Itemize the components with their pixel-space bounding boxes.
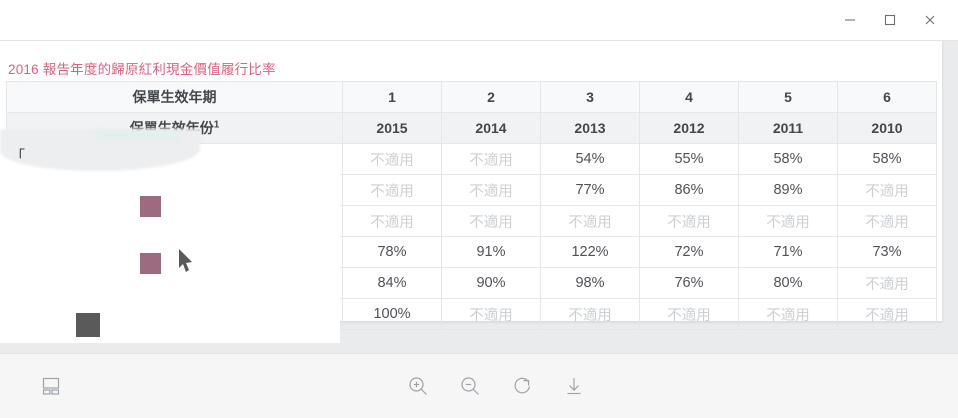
cell-value: 91% <box>441 236 541 268</box>
viewer-toolbar <box>0 353 958 418</box>
zoom-in-icon[interactable] <box>405 373 431 399</box>
table-row: 84% 90% 98% 76% 80% 不適用 <box>6 267 937 299</box>
cell-value: 55% <box>639 143 739 175</box>
table-row: 不適用 不適用 54% 55% 58% 58% <box>6 143 937 175</box>
cell-value: 84% <box>342 267 442 299</box>
header-year-2: 2014 <box>441 112 541 144</box>
thumbnail-panel-icon[interactable] <box>38 373 64 399</box>
header-index-5: 5 <box>738 81 838 113</box>
cell-value: 不適用 <box>837 174 937 206</box>
header-year-6: 2010 <box>837 112 937 144</box>
header-year-1: 2015 <box>342 112 442 144</box>
row-label <box>6 143 343 175</box>
cell-value: 不適用 <box>639 205 739 237</box>
header-year-4: 2012 <box>639 112 739 144</box>
cell-value: 不適用 <box>342 205 442 237</box>
cell-value: 不適用 <box>441 143 541 175</box>
cell-value: 72% <box>639 236 739 268</box>
table-row: 100% 不適用 不適用 不適用 不適用 不適用 <box>6 298 937 330</box>
table-row: 78% 91% 122% 72% 71% 73% <box>6 236 937 268</box>
cell-value: 不適用 <box>837 205 937 237</box>
cell-value: 不適用 <box>342 174 442 206</box>
cell-value: 不適用 <box>540 205 640 237</box>
header-year-5: 2011 <box>738 112 838 144</box>
cell-value: 78% <box>342 236 442 268</box>
cell-value: 90% <box>441 267 541 299</box>
cell-value: 不適用 <box>441 205 541 237</box>
download-icon[interactable] <box>561 373 587 399</box>
cell-value: 不適用 <box>441 174 541 206</box>
toolbar-center-group <box>405 373 587 399</box>
cell-value: 71% <box>738 236 838 268</box>
toolbar-left-group <box>38 373 64 399</box>
cell-value: 不適用 <box>738 205 838 237</box>
cell-value: 不適用 <box>837 267 937 299</box>
fulfillment-ratio-table: 保單生效年期 1 2 3 4 5 6 保單生效年份1 2015 2014 201… <box>6 81 937 330</box>
header-policy-year-label: 保單生效年期 <box>6 81 343 113</box>
cell-value: 98% <box>540 267 640 299</box>
header-policy-issue-year-text: 保單生效年份 <box>129 120 214 136</box>
cell-value: 100% <box>342 298 442 330</box>
cell-value: 不適用 <box>441 298 541 330</box>
close-button[interactable] <box>910 0 950 40</box>
cell-value: 不適用 <box>540 298 640 330</box>
cell-value: 77% <box>540 174 640 206</box>
row-label <box>6 205 343 237</box>
cell-value: 54% <box>540 143 640 175</box>
document-viewer[interactable]: 2016 報告年度的歸原紅利現金價值履行比率 保單生效年期 1 2 3 4 5 <box>0 41 958 353</box>
document-page: 2016 報告年度的歸原紅利現金價值履行比率 保單生效年期 1 2 3 4 5 <box>0 41 942 343</box>
cell-value: 不適用 <box>639 298 739 330</box>
row-label <box>6 236 343 268</box>
cell-value: 不適用 <box>837 298 937 330</box>
cell-value: 不適用 <box>738 298 838 330</box>
cell-value: 89% <box>738 174 838 206</box>
footnote-marker: 1 <box>213 119 220 131</box>
cell-value: 86% <box>639 174 739 206</box>
header-year-3: 2013 <box>540 112 640 144</box>
page-title: 2016 報告年度的歸原紅利現金價值履行比率 <box>8 62 276 77</box>
cell-value: 76% <box>639 267 739 299</box>
header-index-2: 2 <box>441 81 541 113</box>
table-row: 不適用 不適用 77% 86% 89% 不適用 <box>6 174 937 206</box>
minimize-button[interactable] <box>830 0 870 40</box>
header-index-4: 4 <box>639 81 739 113</box>
cell-value: 122% <box>540 236 640 268</box>
cell-value: 80% <box>738 267 838 299</box>
cell-value: 不適用 <box>342 143 442 175</box>
cell-value: 58% <box>738 143 838 175</box>
zoom-out-icon[interactable] <box>457 373 483 399</box>
table-body: 不適用 不適用 54% 55% 58% 58% 不適用 不適用 77% 86% … <box>6 143 937 330</box>
row-label <box>6 174 343 206</box>
cell-value: 58% <box>837 143 937 175</box>
window-titlebar <box>0 0 958 41</box>
table-header-row-year: 保單生效年份1 2015 2014 2013 2012 2011 2010 <box>6 112 937 144</box>
header-policy-issue-year-label: 保單生效年份1 <box>6 112 343 144</box>
maximize-button[interactable] <box>870 0 910 40</box>
table-header-row-index: 保單生效年期 1 2 3 4 5 6 <box>6 81 937 113</box>
row-label <box>6 298 343 330</box>
cell-value: 73% <box>837 236 937 268</box>
rotate-icon[interactable] <box>509 373 535 399</box>
table-row: 不適用 不適用 不適用 不適用 不適用 不適用 <box>6 205 937 237</box>
header-index-1: 1 <box>342 81 442 113</box>
row-label <box>6 267 343 299</box>
header-index-3: 3 <box>540 81 640 113</box>
header-index-6: 6 <box>837 81 937 113</box>
